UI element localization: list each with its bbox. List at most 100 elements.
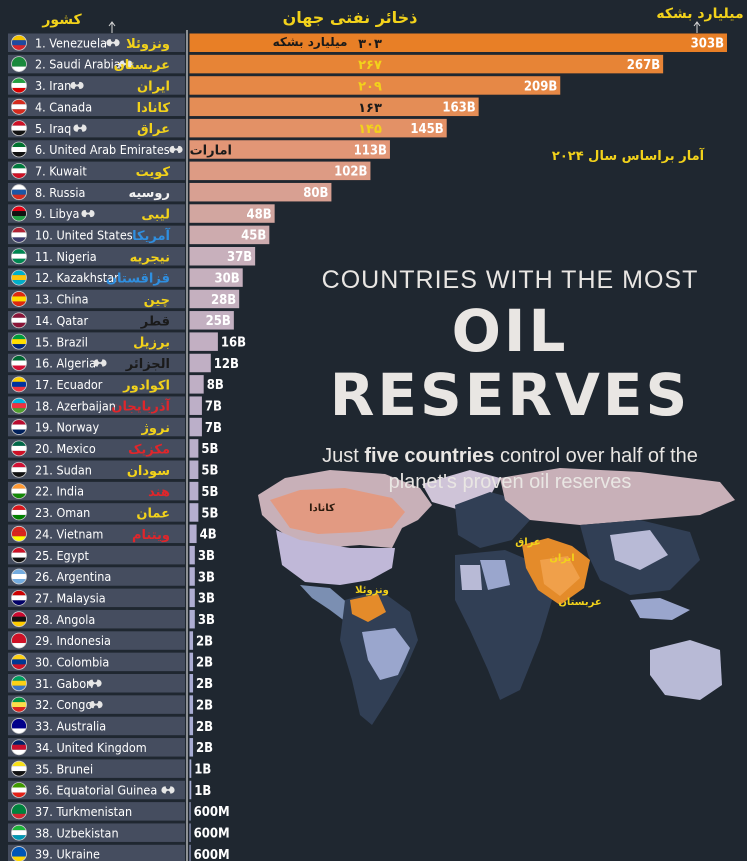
row-label-bg: [8, 247, 185, 266]
arrow-icon: [693, 21, 701, 33]
value-label: 8B: [207, 378, 224, 393]
row-label-bg: [8, 759, 185, 778]
country-label: 22. India: [35, 484, 84, 499]
persian-country-name: عراق: [137, 122, 170, 137]
value-label: 145B: [410, 122, 443, 137]
bar: [189, 716, 194, 736]
bar: [189, 289, 240, 309]
bar: [189, 588, 195, 608]
value-label: 37B: [227, 250, 252, 265]
unit-in-bar: میلیارد بشکه: [273, 35, 348, 49]
country-label: 25. Egypt: [35, 548, 89, 563]
row-label-bg: [8, 503, 185, 522]
value-label: 28B: [211, 293, 236, 308]
country-label: 33. Australia: [35, 719, 106, 734]
opec-icon: [81, 208, 95, 219]
bar: [189, 33, 727, 52]
headline-line1: COUNTRIES WITH THE MOST: [321, 266, 699, 294]
flag-icon: [11, 120, 27, 137]
headline-subtitle: Just five countries control over half of…: [290, 443, 730, 495]
persian-country-name: ایران: [137, 79, 170, 94]
persian-country-name: نیجریه: [130, 250, 170, 265]
bar: [189, 652, 194, 672]
flag-icon: [11, 547, 27, 564]
bar: [189, 375, 204, 394]
flag-icon: [11, 696, 27, 713]
bar: [189, 695, 194, 714]
row-label-bg: [8, 417, 185, 437]
persian-country-name: آذربایجان: [111, 398, 170, 415]
persian-country-name: اکوادور: [122, 378, 170, 393]
bar: [189, 161, 371, 181]
map-label: عراق: [515, 537, 540, 548]
bar: [189, 182, 332, 202]
flag-icon: [11, 141, 27, 158]
persian-country-name: روسیه: [128, 186, 170, 201]
value-label: 2B: [196, 698, 213, 713]
country-label: 29. Indonesia: [35, 633, 111, 648]
country-label: 35. Brunei: [35, 761, 93, 776]
flag-icon: [11, 525, 27, 542]
year-note: آمار براساس سال ۲۰۲۴: [552, 147, 705, 164]
country-label: 38. Uzbekistan: [35, 825, 119, 840]
row-label-bg: [8, 225, 185, 245]
bar: [189, 353, 211, 373]
opec-icon: [161, 784, 175, 796]
value-label: 45B: [241, 229, 266, 244]
value-label: 163B: [442, 101, 475, 116]
country-label: 2. Saudi Arabia: [35, 57, 121, 72]
value-label: 7B: [205, 400, 222, 415]
opec-icon: [93, 357, 107, 369]
headline-line2: OIL RESERVES: [329, 297, 691, 429]
flag-icon: [11, 333, 27, 350]
map-label: کانادا: [309, 503, 335, 514]
row-label-bg: [8, 802, 185, 821]
opec-icon: [70, 80, 84, 91]
value-label: 80B: [303, 186, 328, 201]
persian-country-name: آمریکا: [132, 227, 170, 244]
flag-icon: [11, 568, 27, 585]
bar: [189, 417, 202, 437]
flag-icon: [11, 654, 27, 670]
row-label-bg: [8, 33, 185, 52]
flag-icon: [11, 205, 27, 222]
country-label: 6. United Arab Emirates: [35, 142, 170, 157]
value-label: 2B: [196, 634, 213, 649]
map-label: ایران: [549, 553, 574, 564]
row-label-bg: [8, 609, 185, 629]
row-label-bg: [8, 97, 185, 117]
value-label: 600M: [194, 805, 230, 820]
persian-country-name: لیبی: [141, 208, 170, 223]
value-label: 30B: [215, 271, 240, 286]
persian-country-name: قزاقستان: [106, 272, 170, 287]
row-label-bg: [8, 481, 185, 501]
bar: [189, 97, 479, 117]
bar: [189, 759, 192, 778]
flag-icon: [11, 718, 27, 734]
row-label-bg: [8, 161, 185, 181]
flag-icon: [11, 355, 27, 371]
subtitle-pre: Just: [322, 445, 365, 467]
value-label: 600M: [194, 827, 230, 842]
row-label-bg: [8, 311, 185, 330]
value-label: 5B: [201, 506, 218, 521]
country-label: 10. United States: [35, 228, 133, 243]
persian-country-name: نروژ: [140, 421, 170, 436]
row-label-bg: [8, 204, 185, 223]
row-label-bg: [8, 375, 185, 394]
country-label: 12. Kazakhstan: [35, 270, 121, 285]
bar: [189, 481, 199, 501]
flag-icon: [11, 397, 27, 414]
country-label: 9. Libya: [35, 206, 79, 221]
bar: [189, 118, 447, 138]
bar: [189, 545, 195, 565]
value-label: 25B: [206, 314, 231, 329]
value-label: 4B: [200, 528, 217, 543]
bar: [189, 631, 194, 650]
bar: [189, 76, 561, 95]
country-label: 32. Congo: [35, 697, 92, 712]
persian-country-name: ونزوئلا: [126, 37, 170, 52]
bar: [189, 396, 202, 415]
bar: [189, 567, 195, 586]
bar: [189, 225, 270, 245]
